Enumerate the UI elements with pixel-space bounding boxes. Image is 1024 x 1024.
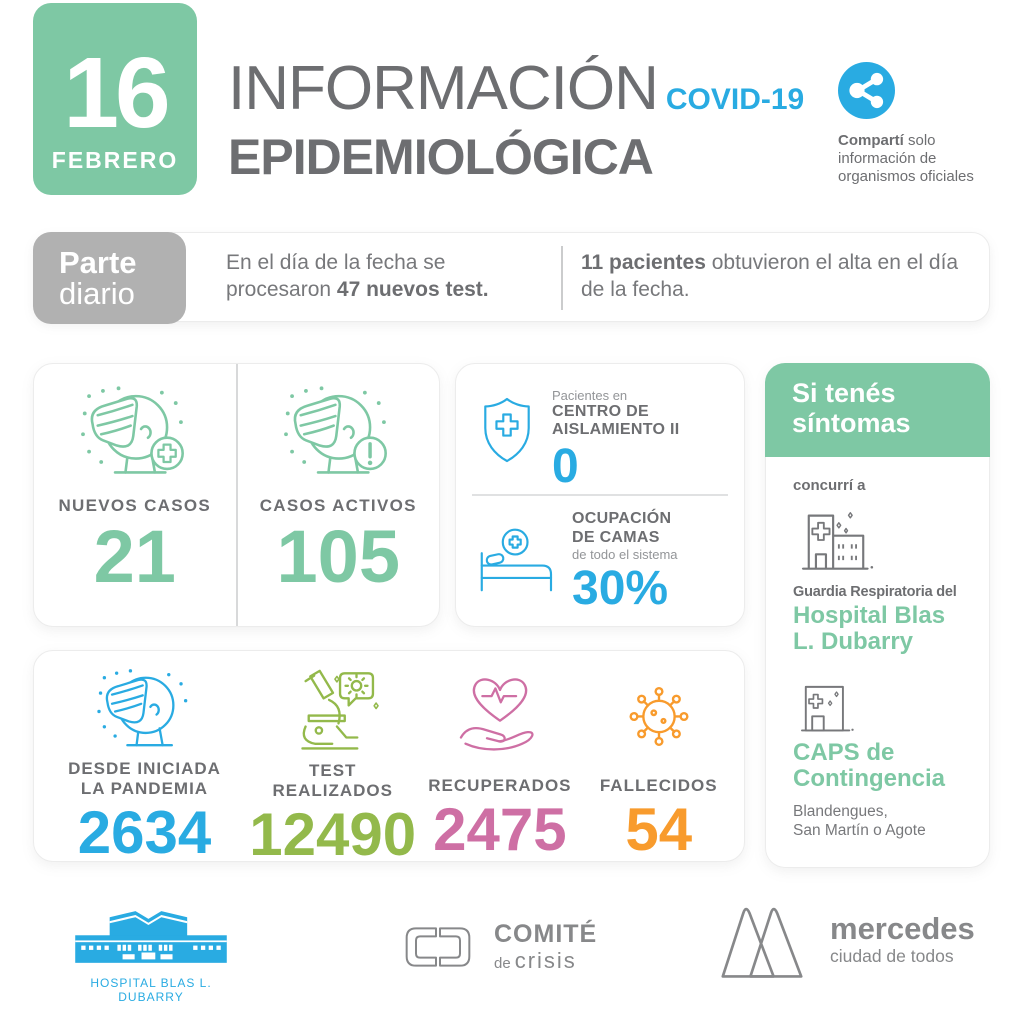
masked-person-alert-icon	[279, 384, 397, 488]
totals-card: DESDE INICIADA LA PANDEMIA 2634 TEST REA…	[33, 650, 745, 867]
hospital-logo-icon	[65, 906, 237, 968]
comite-title: COMITÉ	[494, 920, 598, 948]
tests-statement: En el día de la fecha se procesaron 47 n…	[226, 250, 556, 304]
symptoms-body: concurrí a Guardia Respiratoria del Hosp…	[765, 457, 990, 868]
recovered-total-label: RECUPERADOS	[428, 775, 572, 795]
isolation-small-label: Pacientes en	[552, 388, 628, 403]
active-cases-value: 105	[276, 515, 400, 598]
cases-card: NUEVOS CASOS 21 CASOS ACTIVOS 105	[33, 363, 440, 627]
date-day: 16	[63, 37, 170, 149]
tests-total-column: TEST REALIZADOS 12490	[247, 667, 418, 866]
isolation-section: Pacientes en CENTRO DE AISLAMIENTO II 0	[456, 364, 744, 492]
share-text: Compartí solo información de organismos …	[838, 132, 1003, 186]
virus-icon	[618, 673, 700, 757]
discharges-statement-bold: 11 pacientes	[581, 251, 706, 275]
tests-total-label: TEST REALIZADOS	[272, 761, 393, 801]
symptoms-header: Si tenés síntomas	[765, 363, 990, 457]
beds-value: 30%	[572, 561, 669, 615]
guardia-label: Guardia Respiratoria del	[793, 584, 957, 600]
discharges-statement-rest: obtuvieron el alta en el día de la fecha…	[581, 251, 959, 301]
mercedes-tagline: ciudad de todos	[830, 946, 954, 967]
deceased-total-label: FALLECIDOS	[599, 775, 718, 795]
mercedes-name: mercedes	[830, 910, 975, 946]
beds-section: OCUPACIÓN DE CAMAS de todo el sistema 30…	[456, 492, 744, 614]
active-cases-label: CASOS ACTIVOS	[259, 496, 417, 515]
heart-hand-icon	[450, 667, 550, 759]
crisis-committee-logo: COMITÉ de crisis	[398, 920, 597, 974]
crisis-committee-icon	[398, 920, 478, 974]
symptoms-header-line2: síntomas	[792, 407, 911, 438]
isolation-value: 0	[552, 439, 579, 493]
pandemic-total-label: DESDE INICIADA LA PANDEMIA	[68, 759, 221, 799]
mercedes-city-logo: mercedes ciudad de todos	[712, 898, 975, 980]
new-cases-value: 21	[93, 515, 176, 598]
recovered-total-column: RECUPERADOS 2475	[418, 667, 581, 861]
symptoms-intro: concurrí a	[793, 477, 866, 494]
isolation-beds-card: Pacientes en CENTRO DE AISLAMIENTO II 0 …	[455, 363, 745, 627]
daily-report-badge: Parte diario	[33, 232, 186, 324]
date-box: 16 FEBRERO	[33, 3, 197, 195]
beds-title-line2: DE CAMAS	[572, 528, 660, 546]
share-icon	[838, 62, 895, 119]
isolation-title-line1: CENTRO DE	[552, 403, 649, 420]
masked-person-icon	[93, 667, 197, 759]
hospital-bed-icon	[476, 526, 558, 594]
horizontal-divider	[472, 494, 728, 496]
beds-small-label: de todo el sistema	[572, 546, 678, 562]
symptoms-panel: Si tenés síntomas concurrí a Guardia Res…	[765, 363, 990, 868]
date-month: FEBRERO	[51, 147, 179, 173]
new-cases-panel: NUEVOS CASOS 21	[34, 364, 238, 626]
pandemic-total-value: 2634	[77, 799, 212, 867]
deceased-total-column: FALLECIDOS 54	[581, 667, 736, 861]
hospital-logo-text: HOSPITAL BLAS L. DUBARRY	[90, 976, 212, 1004]
page-title: INFORMACIÓN COVID-19 EPIDEMIOLÓGICA	[228, 58, 804, 186]
beds-title-line1: OCUPACIÓN	[572, 510, 672, 528]
comite-subtitle: de crisis	[494, 948, 577, 973]
discharges-statement: 11 pacientes obtuvieron el alta en el dí…	[581, 250, 971, 304]
deceased-total-value: 54	[625, 796, 693, 863]
hospital-logo: HOSPITAL BLAS L. DUBARRY	[62, 906, 240, 1004]
shield-cross-icon	[476, 394, 538, 466]
masked-person-plus-icon	[76, 384, 194, 488]
covid-19-tag: COVID-19	[665, 83, 805, 116]
hospital-building-icon	[793, 504, 879, 576]
tests-statement-pre: En el día de la fecha se procesaron	[226, 251, 446, 301]
badge-line1: Parte	[59, 245, 137, 280]
vertical-divider	[561, 246, 563, 310]
mercedes-m-icon	[712, 898, 812, 980]
tests-statement-bold: 47 nuevos test.	[336, 278, 489, 301]
recovered-total-value: 2475	[433, 796, 567, 863]
microscope-icon	[281, 667, 385, 761]
caps-building-icon	[793, 679, 857, 737]
badge-line2: diario	[59, 276, 135, 311]
active-cases-panel: CASOS ACTIVOS 105	[238, 364, 440, 626]
new-cases-label: NUEVOS CASOS	[58, 496, 212, 515]
share-text-bold: Compartí	[838, 132, 904, 149]
tests-total-value: 12490	[249, 801, 417, 869]
caps-name: CAPS de Contingencia	[793, 738, 946, 792]
pandemic-total-column: DESDE INICIADA LA PANDEMIA 2634	[42, 667, 247, 867]
title-informacion: INFORMACIÓN	[228, 54, 659, 123]
title-epidemiologica: EPIDEMIOLÓGICA	[228, 129, 654, 185]
isolation-title-line2: AISLAMIENTO II	[552, 421, 680, 439]
share-note: Compartí solo información de organismos …	[838, 62, 1003, 186]
symptoms-header-line1: Si tenés	[792, 378, 896, 408]
caps-address: Blandengues, San Martín o Agote	[793, 802, 926, 839]
daily-report-card: Parte diario En el día de la fecha se pr…	[33, 232, 990, 324]
share-text-rest: solo información de organismos oficiales	[838, 132, 974, 185]
hospital-name: Hospital Blas L. Dubarry	[793, 602, 946, 655]
